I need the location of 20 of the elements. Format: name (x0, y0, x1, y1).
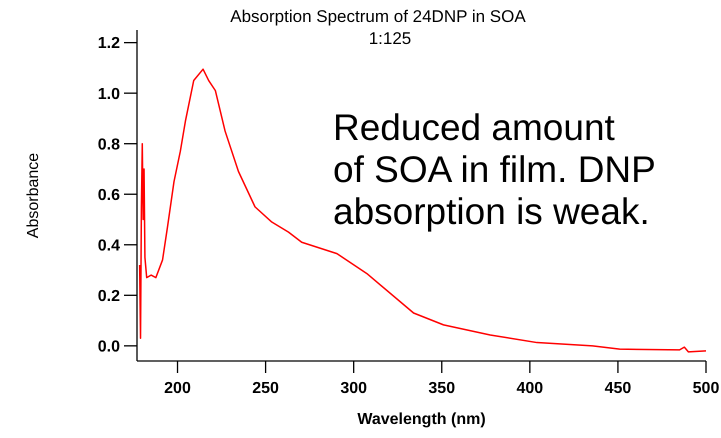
x-tick-label: 500 (692, 380, 720, 397)
y-tick-label: 0.4 (98, 237, 120, 254)
y-tick-label: 1.2 (98, 35, 120, 52)
x-tick-label: 450 (604, 380, 632, 397)
y-tick-label: 0.0 (98, 338, 120, 356)
line-series (138, 68, 707, 353)
x-tick-label: 350 (428, 380, 456, 397)
y-axis-title: Absorbance (25, 152, 42, 238)
y-tick-label: 0.6 (98, 186, 120, 204)
x-tick-label: 300 (340, 380, 368, 397)
x-tick-label: 200 (164, 380, 191, 397)
y-tick-label: 1.0 (98, 86, 120, 103)
y-tick-label: 0.2 (98, 288, 120, 305)
chart-subtitle: 1:125 (368, 29, 412, 48)
x-axis-title: Wavelength (nm) (357, 411, 486, 428)
x-tick-label: 400 (516, 380, 544, 397)
y-tick-label: 0.8 (98, 136, 120, 154)
chart-title: Absorption Spectrum of 24DNP in SOA (230, 7, 526, 26)
annotation: Reduced amount of SOA in film. DNP absorption is weak. (333, 107, 656, 232)
x-tick-label: 250 (252, 380, 280, 397)
